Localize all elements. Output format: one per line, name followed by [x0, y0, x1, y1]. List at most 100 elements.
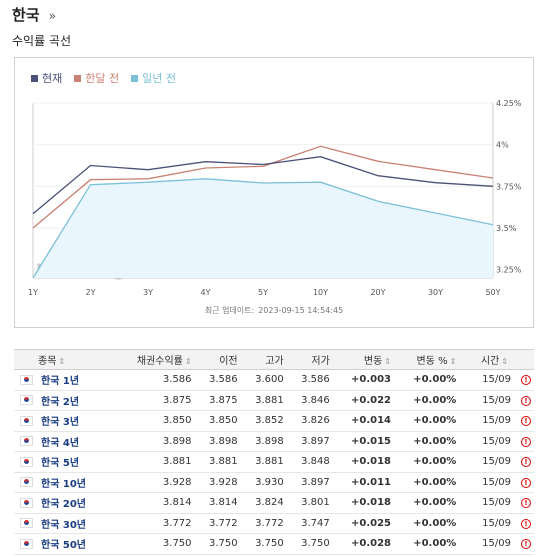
change-cell: +0.018 [332, 492, 394, 514]
column-header-label: 변동 % [416, 356, 448, 367]
high-cell: 3.600 [240, 369, 287, 391]
legend-item-month-ago[interactable]: 한달 전 [74, 70, 119, 86]
alert-clock-icon[interactable]: ! [521, 395, 531, 406]
bond-link[interactable]: 한국 4년 [41, 437, 80, 449]
time-cell: 15/09! [459, 390, 534, 411]
prev-cell: 3.875 [194, 390, 241, 411]
alert-clock-icon[interactable]: ! [521, 539, 531, 550]
sort-icon[interactable]: ⇕ [501, 357, 508, 366]
column-header-label: 시간 [480, 356, 500, 367]
legend-item-current[interactable]: 현재 [31, 70, 62, 86]
low-cell: 3.897 [286, 431, 333, 452]
table-header-row: 종목 ⇕ 채권수익률 ⇕ 이전 고가 저가 변동 ⇕ 변동 % ⇕ 시간 ⇕ [14, 349, 534, 370]
column-header-change[interactable]: 변동 ⇕ [332, 349, 394, 370]
korea-flag-icon [20, 497, 33, 508]
y-tick-label: 3.25% [496, 266, 522, 275]
low-cell: 3.801 [286, 492, 333, 514]
prev-cell: 3.750 [194, 533, 241, 555]
table-row: 한국 4년 3.898 3.898 3.898 3.897 +0.015 +0.00% 15/… [14, 431, 534, 452]
sort-icon[interactable]: ⇕ [384, 357, 391, 366]
page-header: 한국 » [12, 4, 56, 25]
bond-link[interactable]: 한국 2년 [41, 396, 80, 408]
table-row: 한국 1년 3.586 3.586 3.600 3.586 +0.003 +0.00% 15/… [14, 369, 534, 391]
bond-name-cell: 한국 10년 [14, 472, 114, 493]
change-pct-cell: +0.00% [394, 451, 460, 473]
bond-name-cell: 한국 2년 [14, 390, 114, 411]
alert-clock-icon[interactable]: ! [521, 416, 531, 427]
bond-name-cell: 한국 1년 [14, 369, 114, 391]
change-cell: +0.015 [332, 431, 394, 452]
bond-link[interactable]: 한국 3년 [41, 417, 80, 429]
column-header-time[interactable]: 시간 ⇕ [459, 349, 534, 370]
bond-name-cell: 한국 4년 [14, 431, 114, 452]
table-row: 한국 5년 3.881 3.881 3.881 3.848 +0.018 +0.00% 15/… [14, 451, 534, 473]
column-header-label: 변동 [363, 356, 383, 367]
x-tick-label: 2Y [86, 288, 96, 297]
bond-link[interactable]: 한국 10년 [41, 478, 86, 490]
korea-flag-icon [20, 415, 33, 426]
breadcrumb-arrow[interactable]: » [48, 9, 57, 23]
column-header-low[interactable]: 저가 [286, 349, 333, 370]
bond-name-cell: 한국 3년 [14, 410, 114, 432]
x-tick-label: 1Y [28, 288, 38, 297]
column-header-label: 이전 [219, 356, 238, 367]
alert-clock-icon[interactable]: ! [521, 457, 531, 468]
series-area-year-ago [33, 178, 493, 278]
low-cell: 3.586 [286, 369, 333, 391]
prev-cell: 3.881 [194, 451, 241, 473]
sort-icon[interactable]: ⇕ [449, 357, 457, 366]
prev-cell: 3.814 [194, 492, 241, 514]
prev-cell: 3.772 [194, 513, 241, 534]
korea-flag-icon [20, 456, 33, 467]
high-cell: 3.852 [240, 410, 287, 432]
yield-cell: 3.928 [113, 472, 195, 493]
low-cell: 3.747 [286, 513, 333, 534]
x-tick-label: 5Y [258, 288, 268, 297]
table-row: 한국 30년 3.772 3.772 3.772 3.747 +0.025 +0.00% 15… [14, 513, 534, 534]
low-cell: 3.897 [286, 472, 333, 493]
yield-cell: 3.814 [113, 492, 195, 514]
bond-link[interactable]: 한국 5년 [41, 458, 80, 470]
change-pct-cell: +0.00% [394, 492, 460, 514]
yield-cell: 3.772 [113, 513, 195, 534]
alert-clock-icon[interactable]: ! [521, 498, 531, 509]
time-value: 15/09 [482, 456, 511, 468]
change-pct-cell: +0.00% [394, 369, 460, 391]
column-header-high[interactable]: 고가 [240, 349, 287, 370]
sort-icon[interactable]: ⇕ [58, 357, 66, 366]
alert-clock-icon[interactable]: ! [521, 518, 531, 529]
x-tick-label: 20Y [370, 288, 385, 297]
change-cell: +0.018 [332, 451, 394, 473]
series-line-month-ago [32, 145, 494, 229]
column-header-yield[interactable]: 채권수익률 ⇕ [113, 349, 195, 370]
column-header-prev[interactable]: 이전 [194, 349, 241, 370]
change-cell: +0.011 [332, 472, 394, 493]
bond-link[interactable]: 한국 1년 [41, 376, 80, 388]
bond-link[interactable]: 한국 30년 [41, 519, 86, 531]
column-header-change-pct[interactable]: 변동 % ⇕ [394, 349, 460, 370]
korea-flag-icon [20, 436, 33, 447]
y-tick-label: 4% [496, 141, 509, 150]
bond-link[interactable]: 한국 50년 [41, 540, 86, 552]
high-cell: 3.898 [240, 431, 287, 452]
time-cell: 15/09! [459, 492, 534, 514]
column-header-name[interactable]: 종목 ⇕ [14, 349, 114, 370]
time-value: 15/09 [482, 415, 511, 427]
korea-flag-icon [20, 374, 33, 385]
sort-icon[interactable]: ⇕ [184, 357, 192, 366]
time-value: 15/09 [482, 374, 511, 386]
alert-clock-icon[interactable]: ! [521, 375, 531, 386]
bond-name-cell: 한국 50년 [14, 533, 114, 555]
legend-label-month-ago: 한달 전 [85, 72, 120, 85]
chart-plot: Investing.com 4.25%4%3.75%3.5%3.25% 1Y2Y… [28, 99, 522, 297]
y-tick-label: 3.5% [496, 224, 517, 233]
change-pct-cell: +0.00% [394, 533, 460, 555]
time-cell: 15/09! [459, 533, 534, 555]
legend-swatch-year-ago [131, 74, 139, 82]
legend-item-year-ago[interactable]: 일년 전 [131, 70, 176, 86]
alert-clock-icon[interactable]: ! [521, 436, 531, 447]
alert-clock-icon[interactable]: ! [521, 477, 531, 488]
bond-link[interactable]: 한국 20년 [41, 499, 86, 511]
change-pct-cell: +0.00% [394, 472, 460, 493]
prev-cell: 3.898 [194, 431, 241, 452]
